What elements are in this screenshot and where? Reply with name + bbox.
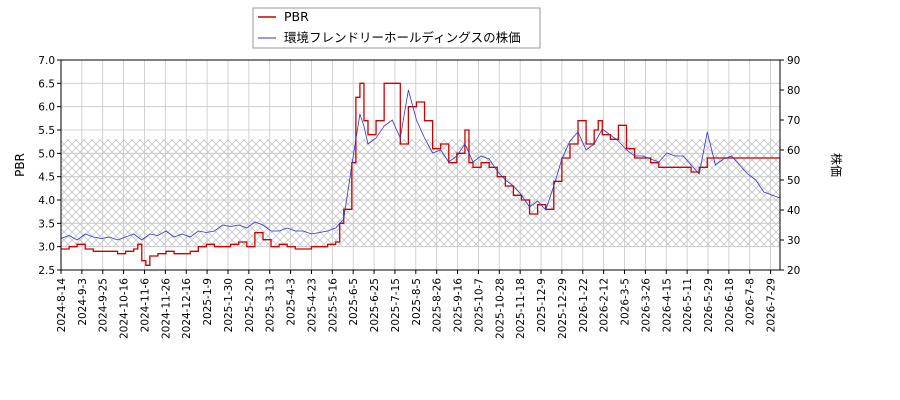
x-tick-label: 2025-4-23 bbox=[306, 278, 318, 332]
x-tick-label: 2024-9-3 bbox=[77, 278, 89, 326]
x-tick-label: 2024-10-16 bbox=[119, 278, 131, 339]
x-tick-label: 2025-10-7 bbox=[473, 278, 485, 332]
right-tick-label: 50 bbox=[787, 175, 800, 187]
x-tick-label: 2024-8-14 bbox=[56, 278, 68, 333]
x-tick-label: 2025-6-25 bbox=[369, 278, 381, 332]
series-line-price bbox=[61, 89, 780, 241]
x-tick-label: 2025-2-20 bbox=[244, 278, 256, 332]
x-tick-label: 2026-7-8 bbox=[745, 278, 757, 326]
x-tick-label: 2025-1-9 bbox=[202, 278, 214, 326]
series-layer bbox=[61, 82, 780, 266]
x-tick-label: 2025-10-28 bbox=[494, 278, 506, 339]
x-tick-label: 2025-12-9 bbox=[536, 278, 548, 332]
x-axis: 2024-8-14 2024-9-3 2024-9-25 2024-10-16 2024… bbox=[56, 270, 778, 339]
hatched-band bbox=[61, 139, 780, 247]
x-tick-label: 2026-5-11 bbox=[682, 278, 694, 332]
legend-label-price: 環境フレンドリーホールディングスの株価 bbox=[284, 30, 521, 45]
x-tick-label: 2025-3-13 bbox=[265, 278, 277, 332]
x-tick-label: 2026-3-5 bbox=[620, 278, 632, 326]
right-tick-label: 80 bbox=[787, 85, 800, 97]
left-tick-label: 5.5 bbox=[38, 125, 55, 137]
x-tick-label: 2026-2-12 bbox=[599, 278, 611, 332]
left-tick-label: 6.0 bbox=[38, 102, 55, 114]
left-tick-label: 3.0 bbox=[38, 242, 55, 254]
legend: PBR 環境フレンドリーホールディングスの株価 bbox=[252, 7, 541, 49]
left-axis: 2.5 3.0 3.5 4.0 4.5 5.0 5.5 6.0 6.5 7.0 bbox=[38, 55, 61, 277]
x-tick-label: 2026-4-15 bbox=[661, 278, 673, 332]
right-tick-label: 30 bbox=[787, 235, 800, 247]
x-tick-label: 2025-1-30 bbox=[223, 278, 235, 332]
right-axis-title: 株価 bbox=[829, 153, 844, 177]
x-tick-label: 2026-3-26 bbox=[640, 278, 652, 333]
hatch-rect bbox=[61, 139, 780, 247]
left-tick-label: 6.5 bbox=[38, 78, 55, 90]
x-tick-label: 2025-7-15 bbox=[390, 278, 402, 332]
x-tick-label: 2025-4-3 bbox=[286, 278, 298, 326]
left-tick-label: 4.0 bbox=[38, 195, 55, 207]
x-tick-label: 2026-1-22 bbox=[578, 278, 590, 332]
left-tick-label: 2.5 bbox=[38, 265, 55, 277]
series-line-pbr bbox=[61, 82, 780, 266]
x-tick-label: 2025-8-26 bbox=[432, 278, 444, 333]
left-tick-label: 5.0 bbox=[38, 148, 55, 160]
x-tick-label: 2024-11-26 bbox=[160, 278, 172, 339]
legend-box bbox=[252, 7, 541, 49]
x-tick-label: 2024-11-6 bbox=[139, 278, 151, 333]
left-tick-label: 3.5 bbox=[38, 218, 55, 230]
right-tick-label: 40 bbox=[787, 205, 800, 217]
x-tick-label: 2026-7-29 bbox=[766, 278, 778, 332]
x-tick-label: 2026-6-18 bbox=[724, 278, 736, 332]
right-axis: 20 30 40 50 60 70 80 90 bbox=[780, 55, 800, 277]
x-tick-label: 2025-8-5 bbox=[411, 278, 423, 326]
x-tick-label: 2024-12-16 bbox=[181, 278, 193, 339]
right-tick-label: 90 bbox=[787, 55, 800, 67]
right-tick-label: 70 bbox=[787, 115, 800, 127]
x-tick-label: 2025-5-16 bbox=[327, 278, 339, 333]
plot-frame bbox=[60, 59, 781, 271]
x-tick-label: 2025-9-16 bbox=[453, 278, 465, 333]
x-tick-label: 2025-12-29 bbox=[557, 278, 569, 339]
x-tick-label: 2025-11-18 bbox=[515, 278, 527, 339]
x-tick-label: 2025-6-5 bbox=[348, 278, 360, 326]
right-tick-label: 60 bbox=[787, 145, 800, 157]
left-tick-label: 4.5 bbox=[38, 172, 55, 184]
legend-label-pbr: PBR bbox=[284, 9, 309, 24]
x-tick-label: 2024-9-25 bbox=[98, 278, 110, 332]
right-tick-label: 20 bbox=[787, 265, 800, 277]
left-axis-title: PBR bbox=[13, 153, 27, 177]
x-tick-label: 2026-5-29 bbox=[703, 278, 715, 332]
left-tick-label: 7.0 bbox=[38, 55, 55, 67]
